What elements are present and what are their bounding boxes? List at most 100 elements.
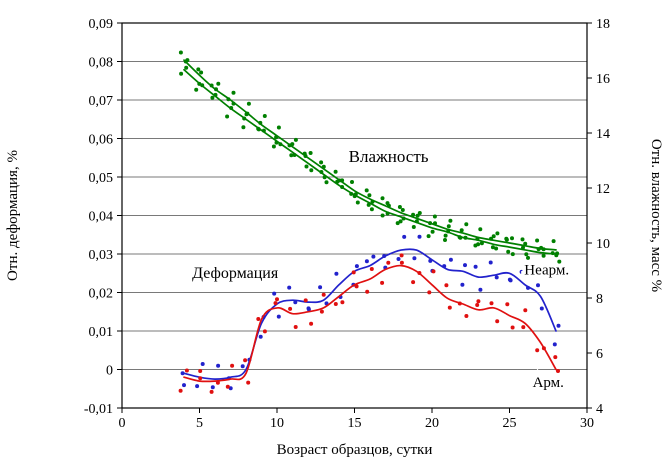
data-point (510, 252, 515, 257)
data-point (397, 205, 402, 209)
data-point (463, 263, 467, 268)
data-point (334, 271, 339, 276)
data-point (216, 81, 221, 86)
data-point (245, 111, 250, 116)
data-point (557, 259, 562, 264)
data-point (231, 90, 236, 95)
data-point (318, 285, 323, 290)
data-point (411, 280, 416, 285)
data-point (506, 249, 511, 254)
data-point (553, 355, 558, 360)
y-left-tick-label: 0,02 (89, 287, 114, 302)
data-point (371, 254, 376, 259)
data-point (380, 213, 385, 218)
data-point (415, 213, 420, 218)
data-point (194, 87, 199, 92)
data-point (178, 50, 183, 55)
data-point (536, 283, 540, 288)
data-point (400, 208, 405, 212)
data-point (495, 231, 500, 236)
data-point (364, 188, 369, 193)
data-point (365, 289, 370, 294)
data-point (473, 264, 478, 269)
y-right-axis-title: Отн. влажность, масс % (648, 139, 664, 292)
data-point (196, 67, 201, 72)
x-tick-label: 30 (580, 416, 594, 431)
data-point (179, 71, 184, 76)
data-point (262, 114, 267, 118)
data-point (303, 298, 308, 303)
data-point (289, 153, 294, 158)
trend-line (183, 264, 557, 383)
x-tick-label: 0 (119, 416, 126, 431)
y-right-tick-label: 14 (596, 127, 610, 142)
data-point (505, 302, 510, 307)
data-point (333, 169, 338, 174)
data-point (556, 323, 561, 328)
data-point (464, 222, 469, 227)
data-point (539, 306, 544, 311)
data-point (460, 282, 465, 287)
data-point (444, 283, 449, 288)
data-point (184, 65, 189, 70)
series-humidity (179, 59, 562, 264)
data-point (178, 388, 183, 393)
data-point (272, 291, 277, 296)
y-left-tick-label: 0,04 (89, 210, 114, 225)
data-point (309, 168, 314, 173)
data-point (510, 325, 515, 330)
data-point (541, 253, 546, 258)
data-point (184, 368, 189, 373)
series-nearm (180, 234, 561, 391)
data-point (200, 362, 205, 366)
data-point (231, 101, 236, 106)
data-point (432, 214, 437, 219)
annotation-label: Влажность (349, 147, 429, 166)
data-point (526, 255, 530, 260)
y-right-tick-label: 16 (596, 72, 610, 87)
data-point (491, 234, 496, 239)
annotation-label: Деформация (192, 265, 279, 282)
data-point (536, 247, 541, 252)
y-left-tick-label: 0,08 (89, 56, 114, 71)
y-right-tick-label: 4 (596, 402, 603, 417)
data-point (398, 219, 403, 224)
data-point (478, 287, 483, 292)
data-point (417, 211, 422, 215)
data-point (306, 307, 311, 312)
data-point (443, 238, 447, 242)
annotation-label: Неарм. (524, 263, 569, 279)
data-point (290, 142, 295, 147)
y-right-tick-label: 18 (596, 17, 610, 32)
data-point (180, 371, 185, 376)
data-point (488, 260, 493, 265)
data-point (210, 385, 215, 390)
data-point (426, 234, 431, 239)
data-point (256, 317, 261, 321)
data-point (333, 302, 338, 306)
y-left-tick-label: 0,06 (89, 133, 114, 148)
y-right-tick-label: 12 (596, 182, 610, 197)
data-point (535, 348, 540, 353)
data-point (309, 321, 314, 326)
data-point (276, 314, 281, 319)
y-left-axis-title: Отн. деформация, % (5, 150, 21, 281)
data-point (489, 301, 494, 306)
data-point (195, 384, 200, 389)
x-tick-label: 15 (348, 416, 362, 431)
data-point (447, 305, 452, 310)
data-point (287, 285, 292, 290)
data-point (369, 207, 374, 212)
data-point (535, 238, 540, 243)
data-point (355, 200, 360, 205)
data-point (504, 237, 509, 242)
data-point (476, 299, 481, 304)
data-point (431, 269, 436, 274)
data-point (243, 358, 248, 363)
y-left-tick-label: 0,07 (89, 94, 114, 109)
data-point (386, 260, 391, 265)
y-right-tick-label: 8 (596, 292, 603, 307)
data-point (225, 384, 230, 389)
